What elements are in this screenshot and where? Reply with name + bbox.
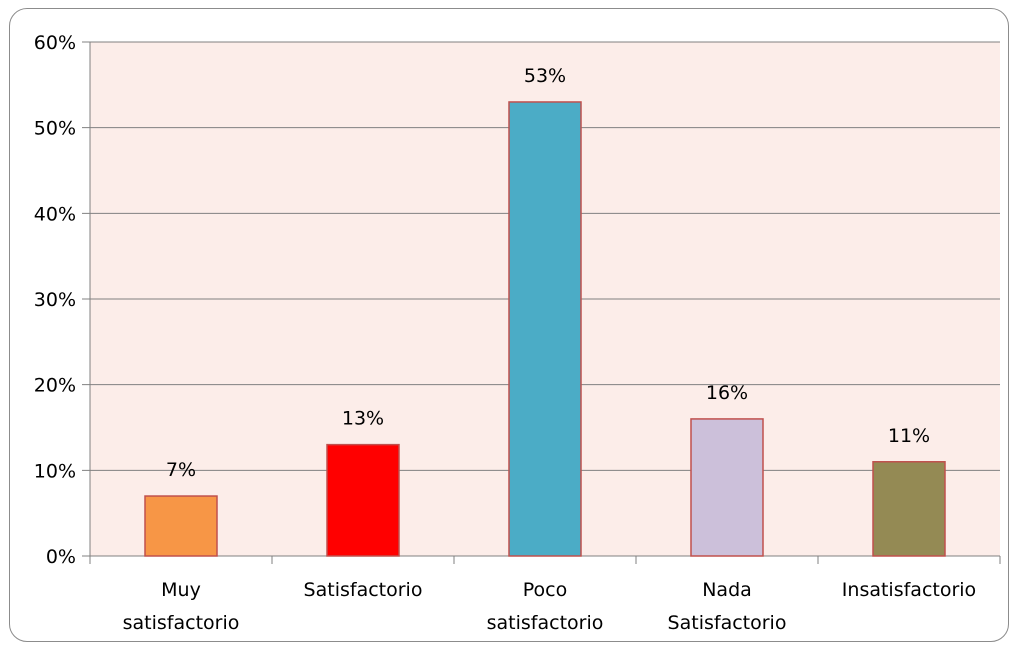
category-label: Satisfactorio (668, 612, 787, 634)
x-axis-ticks (89, 556, 1001, 564)
bar (144, 495, 218, 557)
data-label: 11% (888, 425, 930, 447)
data-labels: 7% 13% 53% 16% 11% (166, 65, 930, 481)
y-axis-ticks: 0% 10% 20% 30% 40% 50% 60% (34, 32, 76, 568)
y-tick-label: 30% (34, 289, 76, 311)
category-label: Nada (702, 579, 752, 601)
bar (690, 418, 764, 557)
y-tick-label: 20% (34, 375, 76, 397)
y-tick-label: 0% (46, 546, 76, 568)
category-label: Satisfactorio (304, 579, 423, 601)
bar (872, 461, 946, 557)
data-label: 13% (342, 408, 384, 430)
y-tick-label: 60% (34, 32, 76, 54)
data-label: 16% (706, 382, 748, 404)
data-label: 53% (524, 65, 566, 87)
y-tick-label: 40% (34, 203, 76, 225)
category-label: satisfactorio (487, 612, 604, 634)
bar (508, 101, 582, 557)
y-tick-label: 10% (34, 460, 76, 482)
data-label: 7% (166, 459, 196, 481)
category-label: Poco (523, 579, 567, 601)
bar (326, 443, 400, 557)
category-label: Muy (161, 579, 201, 601)
category-labels: Muy satisfactorio Satisfactorio Poco satisfa… (123, 579, 977, 634)
category-label: Insatisfactorio (842, 579, 976, 601)
category-label: satisfactorio (123, 612, 240, 634)
y-tick-label: 50% (34, 118, 76, 140)
bars (144, 101, 946, 557)
